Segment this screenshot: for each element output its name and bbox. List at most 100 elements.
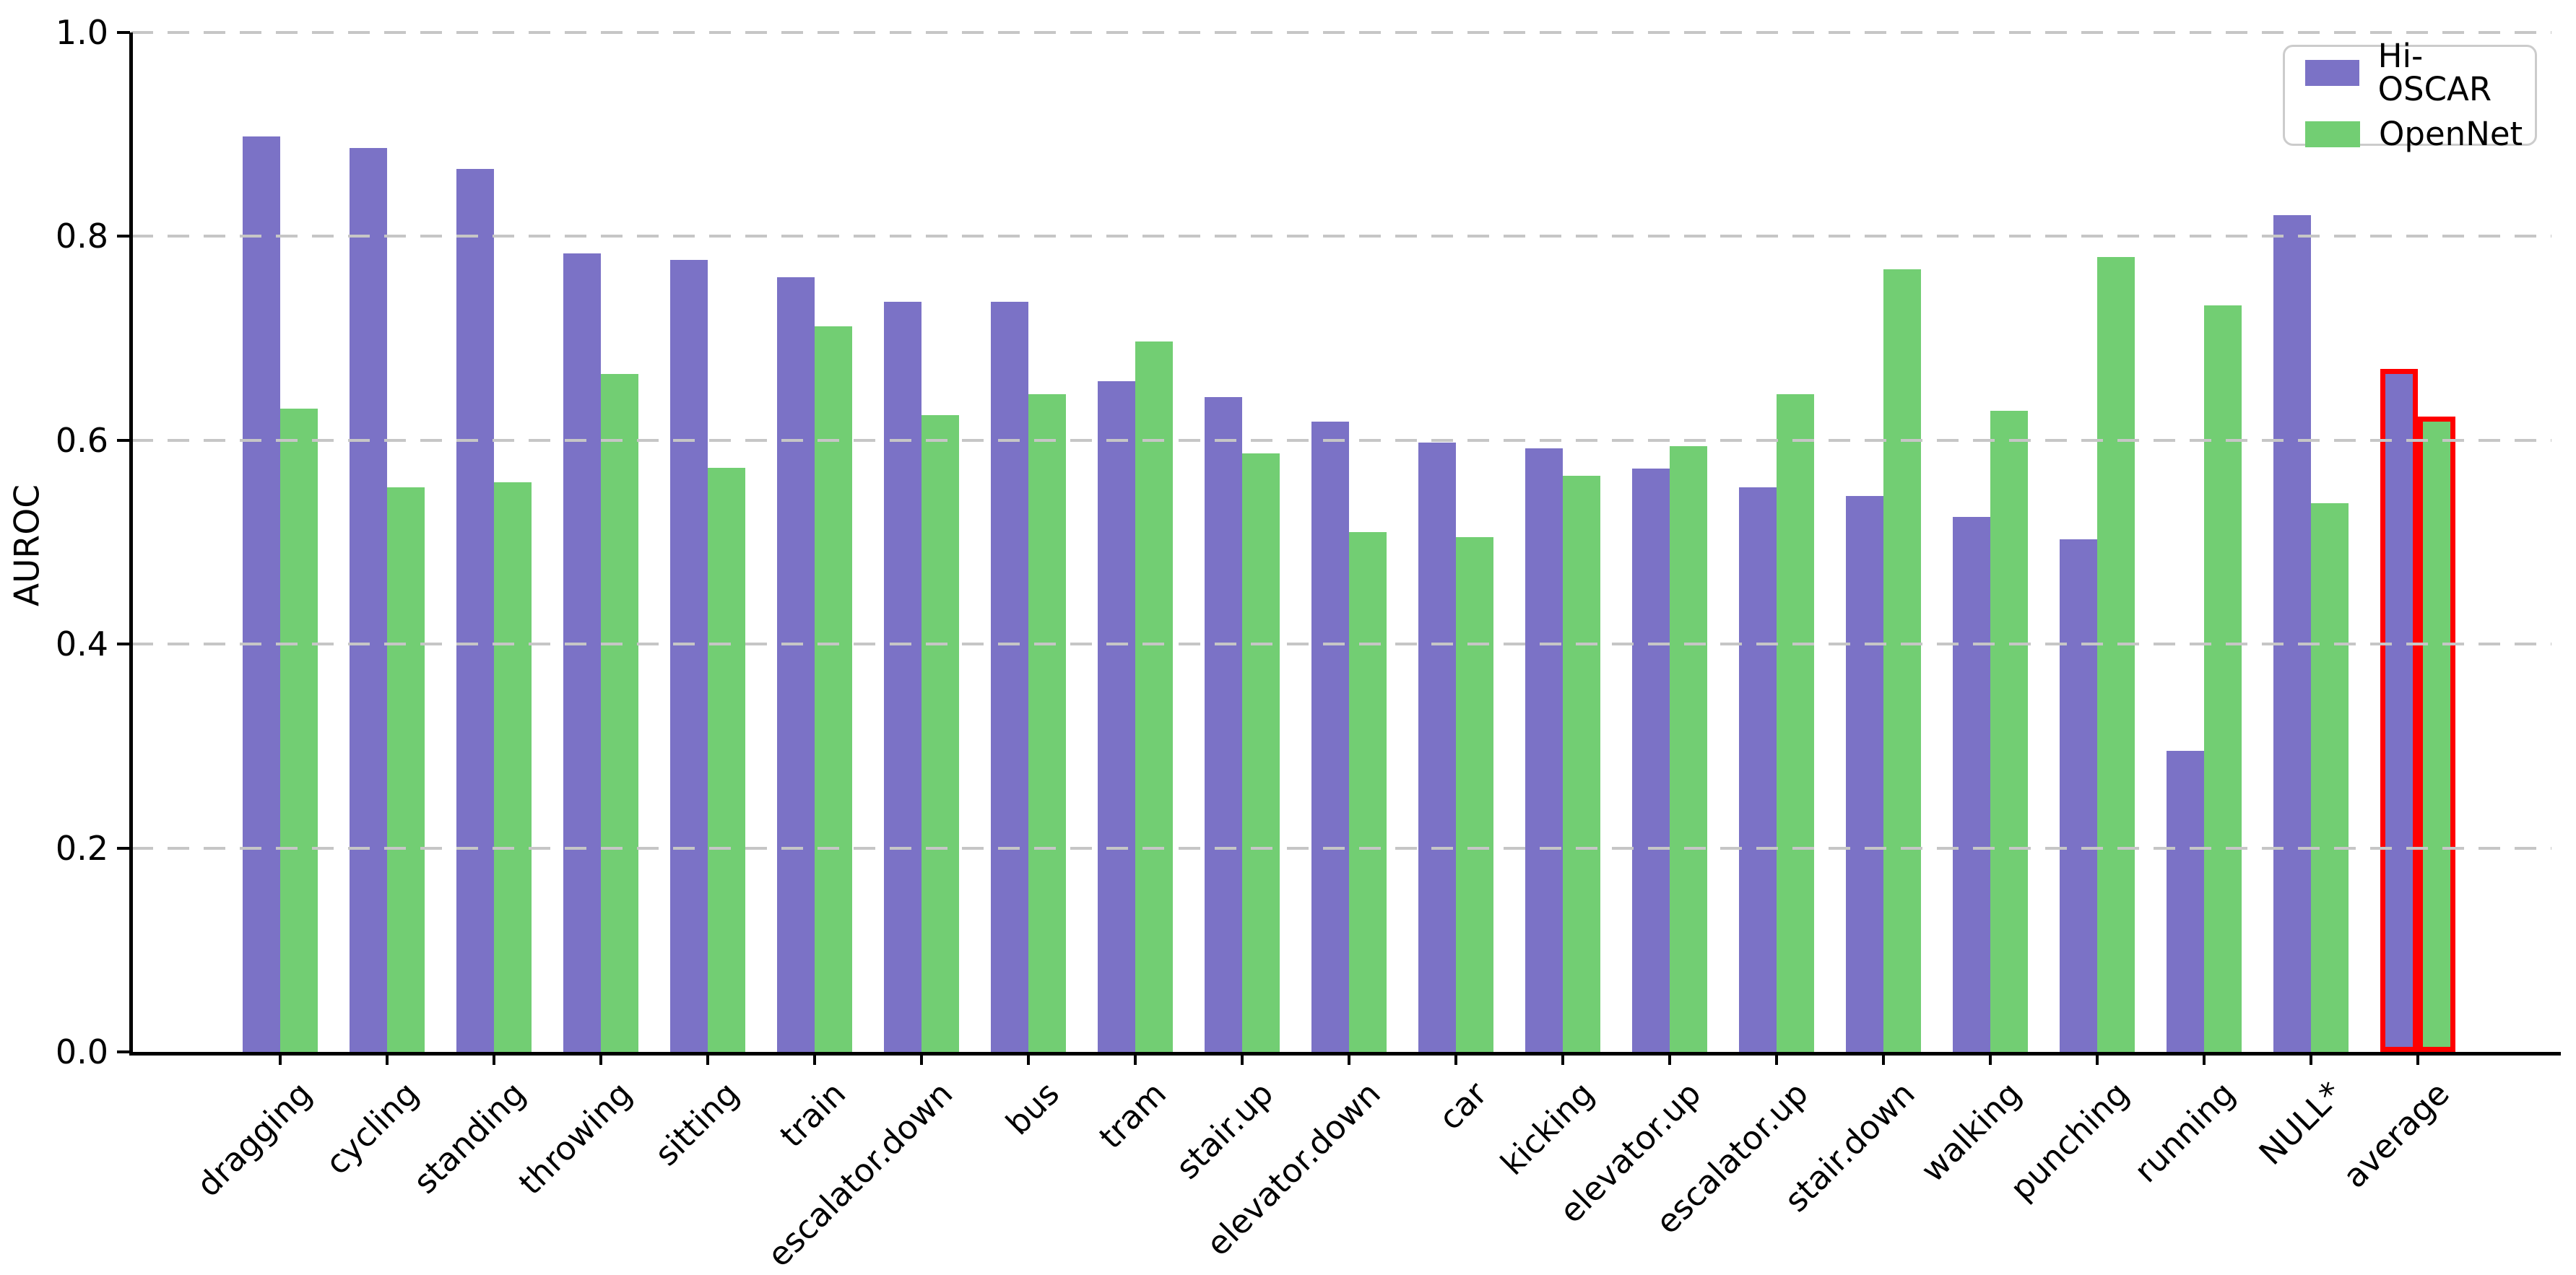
x-tick-kicking <box>1561 1052 1564 1065</box>
y-tick-0.2 <box>117 846 130 850</box>
y-tick-label-0.2: 0.2 <box>55 828 108 868</box>
bar-hi-oscar-punching <box>2060 539 2097 1052</box>
x-tick-label-sitting: sitting <box>647 1074 747 1174</box>
x-tick-stair-down <box>1882 1052 1885 1065</box>
bar-hi-oscar-null- <box>2273 214 2311 1052</box>
x-tick-label-tram: tram <box>1091 1074 1174 1157</box>
x-tick-label-throwing: throwing <box>511 1074 640 1203</box>
legend-label-opennet: OpenNet <box>2379 115 2523 153</box>
bar-opennet-standing <box>494 482 532 1052</box>
x-tick-label-train: train <box>772 1074 854 1155</box>
gridline-y-0.6 <box>131 438 2551 442</box>
y-tick-label-1.0: 1.0 <box>55 13 108 52</box>
x-tick-label-punching: punching <box>2002 1074 2136 1208</box>
x-tick-label-standing: standing <box>405 1074 533 1201</box>
y-tick-label-0.0: 0.0 <box>55 1032 108 1071</box>
bar-hi-oscar-elevator-down <box>1311 422 1349 1052</box>
x-tick-label-running: running <box>2127 1074 2243 1191</box>
bar-opennet-escalator-up <box>1777 394 1814 1052</box>
bar-opennet-train <box>815 326 852 1052</box>
x-tick-stair-up <box>1241 1052 1244 1065</box>
bar-opennet-cycling <box>387 487 425 1052</box>
bar-opennet-sitting <box>708 467 745 1052</box>
legend-entry-opennet: OpenNet <box>2305 118 2535 151</box>
bar-opennet-average <box>2418 417 2455 1052</box>
bar-hi-oscar-throwing <box>563 253 601 1052</box>
y-tick-label-0.6: 0.6 <box>55 420 108 460</box>
bar-opennet-elevator-down <box>1349 531 1387 1052</box>
bar-hi-oscar-stair-down <box>1846 496 1883 1052</box>
y-tick-0.0 <box>117 1050 130 1053</box>
x-tick-label-average: average <box>2335 1074 2457 1196</box>
gridline-y-0.4 <box>131 643 2551 646</box>
x-tick-label-stair-up: stair.up <box>1168 1074 1281 1187</box>
bar-opennet-walking <box>1990 410 2028 1052</box>
bar-hi-oscar-dragging <box>243 136 280 1052</box>
legend-entry-hi-oscar: Hi-OSCAR <box>2305 40 2535 106</box>
x-tick-cycling <box>386 1052 389 1065</box>
y-axis-spine <box>129 32 133 1056</box>
bar-hi-oscar-average <box>2380 368 2418 1052</box>
bar-hi-oscar-cycling <box>350 147 387 1052</box>
bar-opennet-punching <box>2097 256 2135 1052</box>
x-tick-standing <box>493 1052 495 1065</box>
x-tick-label-cycling: cycling <box>318 1074 426 1183</box>
x-tick-train <box>813 1052 816 1065</box>
x-tick-label-kicking: kicking <box>1493 1074 1602 1183</box>
x-tick-null- <box>2310 1052 2312 1065</box>
x-tick-elevator-up <box>1668 1052 1671 1065</box>
bar-hi-oscar-elevator-up <box>1632 469 1670 1052</box>
bar-opennet-bus <box>1028 394 1066 1052</box>
x-tick-sitting <box>706 1052 709 1065</box>
x-tick-escalator-up <box>1775 1052 1778 1065</box>
y-tick-0.8 <box>117 235 130 238</box>
bar-hi-oscar-escalator-up <box>1739 487 1777 1052</box>
gridline-y-1.0 <box>131 31 2551 34</box>
y-tick-0.4 <box>117 643 130 646</box>
x-tick-throwing <box>599 1052 602 1065</box>
bar-opennet-kicking <box>1563 476 1600 1052</box>
bar-opennet-elevator-up <box>1670 446 1707 1052</box>
bar-opennet-dragging <box>280 409 318 1052</box>
x-tick-punching <box>2096 1052 2099 1065</box>
x-tick-dragging <box>279 1052 282 1065</box>
x-tick-walking <box>1989 1052 1992 1065</box>
y-tick-label-0.8: 0.8 <box>55 217 108 256</box>
bar-hi-oscar-stair-up <box>1205 397 1242 1052</box>
y-tick-1.0 <box>117 31 130 34</box>
x-tick-escalator-down <box>920 1052 923 1065</box>
bar-hi-oscar-standing <box>456 169 494 1052</box>
x-tick-label-car: car <box>1431 1074 1495 1138</box>
x-tick-car <box>1454 1052 1457 1065</box>
bar-opennet-car <box>1456 536 1493 1052</box>
bar-opennet-tram <box>1135 341 1173 1052</box>
x-tick-label-escalator-down: escalator.down <box>760 1074 960 1275</box>
bar-hi-oscar-tram <box>1098 380 1135 1052</box>
x-tick-running <box>2203 1052 2206 1065</box>
bar-opennet-escalator-down <box>921 414 959 1052</box>
bar-hi-oscar-walking <box>1953 516 1990 1052</box>
y-axis-label: AUROC <box>7 484 48 607</box>
y-tick-0.6 <box>117 438 130 442</box>
bar-opennet-null- <box>2311 503 2349 1052</box>
bar-hi-oscar-escalator-down <box>884 301 921 1052</box>
bar-opennet-stair-down <box>1883 269 1921 1052</box>
opennet-color-swatch <box>2305 121 2360 147</box>
y-tick-label-0.4: 0.4 <box>55 625 108 664</box>
x-tick-average <box>2416 1052 2419 1065</box>
bar-hi-oscar-train <box>777 277 815 1052</box>
bar-hi-oscar-sitting <box>670 259 708 1052</box>
bar-hi-oscar-bus <box>991 301 1028 1052</box>
bar-hi-oscar-kicking <box>1525 448 1563 1052</box>
x-tick-bus <box>1027 1052 1030 1065</box>
x-tick-label-bus: bus <box>999 1074 1067 1143</box>
legend-label-hi-oscar: Hi-OSCAR <box>2377 37 2492 108</box>
bar-hi-oscar-car <box>1418 442 1456 1052</box>
bar-hi-oscar-running <box>2167 751 2204 1052</box>
gridline-y-0.2 <box>131 846 2551 850</box>
gridline-y-0.8 <box>131 235 2551 238</box>
x-tick-label-dragging: dragging <box>188 1074 319 1204</box>
x-axis-spine <box>129 1052 2561 1056</box>
x-tick-elevator-down <box>1348 1052 1350 1065</box>
